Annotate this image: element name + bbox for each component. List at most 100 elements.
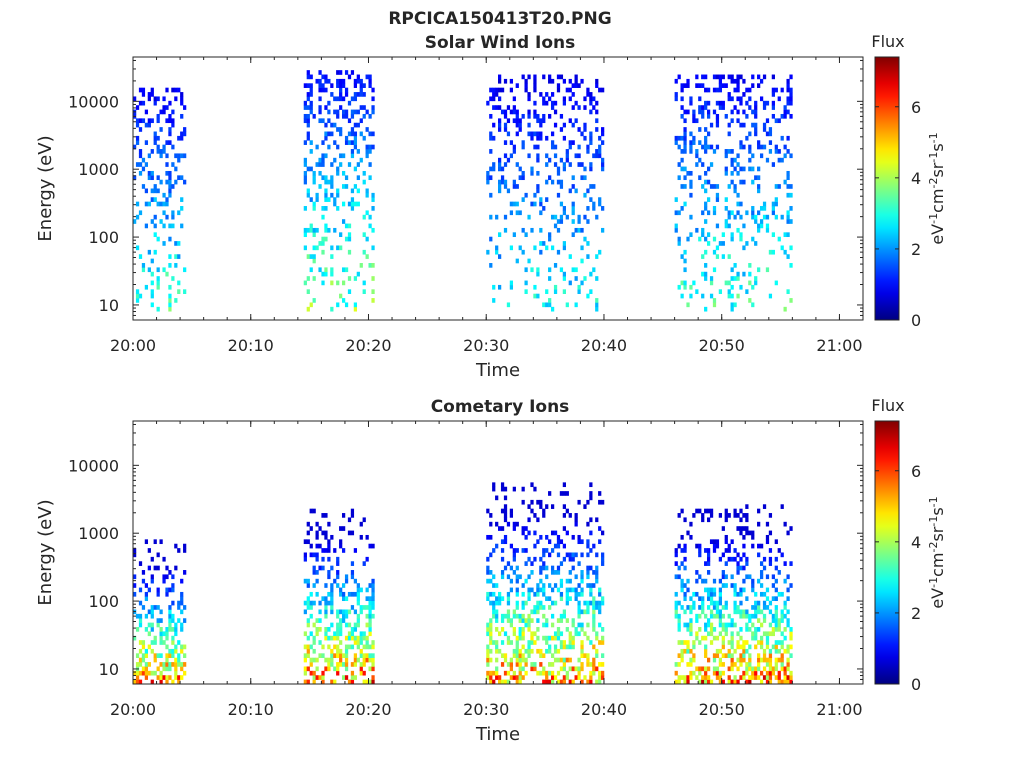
flux-cell (727, 254, 731, 259)
flux-cell (715, 254, 720, 259)
flux-cell (774, 618, 778, 623)
flux-cell (580, 609, 584, 615)
flux-cell (789, 96, 793, 102)
flux-cell (356, 644, 360, 650)
flux-cell (751, 622, 755, 628)
flux-cell (168, 254, 172, 259)
flux-cell (565, 578, 569, 584)
flux-cell (739, 591, 743, 597)
flux-cell (336, 570, 340, 575)
flux-cell (757, 210, 761, 216)
flux-cell (330, 245, 334, 251)
flux-cell (498, 631, 502, 637)
flux-cell (762, 105, 767, 110)
flux-cell (333, 666, 337, 672)
flux-cell (789, 298, 793, 303)
flux-cell (344, 644, 349, 650)
flux-cell (303, 679, 307, 685)
flux-cell (365, 192, 369, 198)
flux-cell (527, 618, 531, 623)
flux-cell (568, 118, 572, 124)
flux-cell (698, 605, 702, 610)
flux-cell (545, 640, 549, 645)
flux-cell (495, 627, 499, 632)
flux-cell (542, 591, 546, 597)
flux-cell (183, 179, 187, 185)
flux-cell (503, 539, 508, 545)
flux-cell (542, 508, 546, 514)
flux-cell (592, 201, 596, 207)
flux-cell (709, 508, 714, 514)
flux-cell (562, 556, 566, 562)
flux-cell (674, 561, 678, 566)
flux-cell (159, 618, 163, 623)
flux-cell (147, 249, 151, 255)
flux-cell (168, 118, 172, 124)
flux-cell (135, 122, 140, 128)
flux-cell (601, 556, 605, 562)
flux-cell (521, 583, 525, 588)
flux-cell (757, 175, 761, 181)
flux-cell (736, 513, 740, 518)
flux-cell (677, 241, 681, 246)
flux-cell (147, 92, 151, 97)
flux-cell (168, 622, 172, 628)
flux-cell (350, 149, 355, 154)
flux-cell (162, 201, 166, 207)
flux-cell (733, 600, 737, 606)
flux-cell (757, 543, 761, 549)
flux-cell (583, 127, 587, 132)
flux-cell (489, 670, 493, 676)
flux-cell (689, 144, 693, 150)
flux-cell (704, 679, 708, 685)
flux-cell (777, 627, 781, 632)
flux-cell (550, 530, 555, 536)
flux-cell (495, 596, 499, 602)
flux-cell (486, 556, 490, 562)
flux-cell (548, 605, 552, 610)
flux-cell (751, 583, 755, 588)
flux-cell (704, 87, 708, 93)
flux-cell (356, 657, 360, 663)
flux-cell (492, 87, 496, 93)
flux-cell (539, 662, 543, 667)
flux-cell (133, 552, 137, 558)
flux-cell (727, 184, 731, 189)
flux-cell (353, 166, 358, 172)
flux-cell (674, 548, 678, 553)
flux-cell (309, 631, 313, 637)
flux-cell (706, 166, 711, 172)
flux-cell (150, 92, 154, 97)
flux-cell (704, 653, 708, 658)
flux-cell (486, 578, 490, 584)
flux-cell (583, 105, 587, 110)
flux-cell (539, 605, 543, 610)
flux-cell (598, 197, 602, 202)
flux-cell (165, 657, 169, 663)
flux-cell (156, 175, 160, 181)
flux-cell (344, 657, 349, 663)
x-tick-label: 21:00 (816, 700, 862, 719)
flux-cell (489, 131, 493, 137)
flux-cell (709, 627, 714, 632)
flux-cell (330, 254, 334, 259)
flux-cell (583, 504, 587, 509)
flux-cell (503, 504, 508, 509)
flux-cell (371, 245, 375, 251)
flux-cell (721, 83, 725, 88)
flux-cell (141, 670, 146, 676)
flux-cell (168, 179, 172, 185)
flux-cell (183, 618, 187, 623)
flux-cell (706, 570, 711, 575)
flux-cell (680, 96, 684, 102)
flux-cell (786, 109, 790, 115)
flux-cell (771, 113, 775, 119)
flux-cell (712, 109, 717, 115)
flux-cell (768, 548, 773, 553)
flux-cell (589, 517, 593, 523)
flux-cell (498, 78, 502, 84)
flux-cell (712, 600, 717, 606)
flux-cell (565, 591, 569, 597)
flux-cell (153, 197, 157, 202)
flux-cell (577, 609, 581, 615)
